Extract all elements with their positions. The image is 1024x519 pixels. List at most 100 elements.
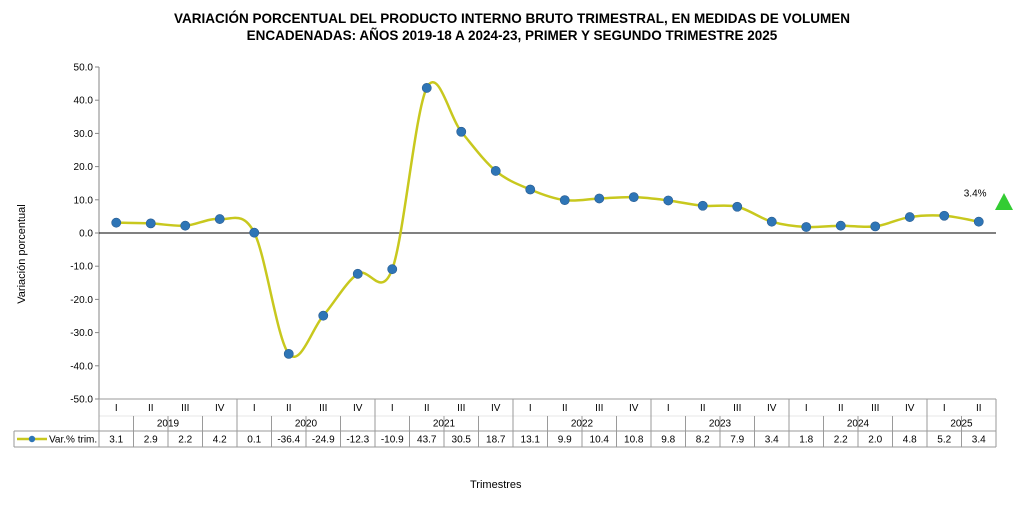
year-label: 2022 [571,419,594,430]
quarter-label: II [838,403,844,414]
data-point [835,220,846,231]
table-value-cell: 10.4 [590,435,610,446]
table-value-cell: 0.1 [247,435,261,446]
data-point [490,166,501,176]
table-value-cell: 43.7 [417,435,437,446]
quarter-label: III [733,403,741,414]
quarter-label: II [148,403,154,414]
table-value-cell: 7.9 [730,435,744,446]
data-point [352,268,363,279]
quarter-label: IV [767,403,777,414]
y-tick-label: 50.0 [74,63,94,74]
table-value-cell: 9.8 [661,435,675,446]
y-tick-label: -40.0 [70,361,93,372]
y-tick-label: 20.0 [74,162,94,173]
table-value-cell: -24.9 [312,435,335,446]
year-label: 2024 [847,419,870,430]
data-point [697,200,708,211]
year-label: 2020 [295,419,318,430]
quarter-label: II [424,403,430,414]
y-tick-label: -50.0 [70,395,93,406]
quarter-label: I [253,403,256,414]
table-value-cell: 4.2 [213,435,227,446]
table-value-cell: -36.4 [277,435,300,446]
quarter-label: IV [491,403,501,414]
y-tick-label: 40.0 [74,96,94,107]
data-point [870,221,881,232]
table-value-cell: 4.8 [903,435,917,446]
quarter-label: II [976,403,982,414]
y-tick-label: 0.0 [79,229,93,240]
table-value-cell: 30.5 [452,435,472,446]
data-point [145,218,156,229]
quarter-label: III [181,403,189,414]
legend-label: Var.% trim. [49,435,97,446]
table-value-cell: 3.4 [972,435,986,446]
data-point [387,264,398,275]
table-value-cell: 9.9 [558,435,572,446]
data-point [732,201,743,212]
table-value-cell: 2.0 [868,435,882,446]
quarter-label: I [667,403,670,414]
data-point [318,310,329,321]
up-triangle-icon [995,193,1013,210]
table-value-cell: 18.7 [486,435,506,446]
quarter-label: III [595,403,603,414]
data-point [628,192,639,203]
data-point [421,83,432,93]
table-value-cell: 13.1 [521,435,541,446]
data-point [456,126,467,137]
quarter-label: I [805,403,808,414]
legend-marker [28,435,36,443]
data-point [594,193,605,204]
data-point [904,212,915,222]
table-value-cell: -10.9 [381,435,404,446]
chart-title: VARIACIÓN PORCENTUAL DEL PRODUCTO INTERN… [0,10,1024,44]
series-line-var-trim [116,81,979,358]
data-point [249,227,260,238]
quarter-label: IV [905,403,915,414]
y-tick-label: 30.0 [74,129,94,140]
data-point [559,195,570,206]
year-label: 2023 [709,419,732,430]
quarter-label: IV [353,403,363,414]
year-label: 2019 [157,419,180,430]
data-point [180,220,191,231]
data-point [111,217,122,228]
year-label: 2025 [950,419,973,430]
quarter-label: IV [215,403,225,414]
quarter-label: I [115,403,118,414]
quarter-label: II [562,403,568,414]
data-point [801,222,812,232]
y-tick-label: -10.0 [70,262,93,273]
data-point [283,348,294,359]
quarter-label: III [871,403,879,414]
data-point [973,216,984,227]
data-point [525,184,536,195]
table-value-cell: -12.3 [346,435,369,446]
table-value-cell: 2.2 [178,435,192,446]
quarter-label: III [319,403,327,414]
quarter-label: I [943,403,946,414]
data-point [663,195,674,206]
table-value-cell: 3.1 [109,435,123,446]
quarter-label: I [529,403,532,414]
x-axis-label: Trimestres [470,479,522,491]
table-value-cell: 2.2 [834,435,848,446]
y-tick-label: -30.0 [70,328,93,339]
table-value-cell: 1.8 [799,435,813,446]
table-value-cell: 2.9 [144,435,158,446]
last-value-annotation: 3.4% [964,189,987,200]
y-tick-label: -20.0 [70,295,93,306]
quarter-label: IV [629,403,639,414]
chart-title-line-2: ENCADENADAS: AÑOS 2019-18 A 2024-23, PRI… [246,28,778,43]
table-value-cell: 10.8 [624,435,644,446]
quarter-label: II [286,403,292,414]
table-value-cell: 3.4 [765,435,779,446]
year-label: 2021 [433,419,456,430]
data-point [939,210,950,221]
quarter-label: I [391,403,394,414]
data-point [766,216,777,227]
table-value-cell: 8.2 [696,435,710,446]
